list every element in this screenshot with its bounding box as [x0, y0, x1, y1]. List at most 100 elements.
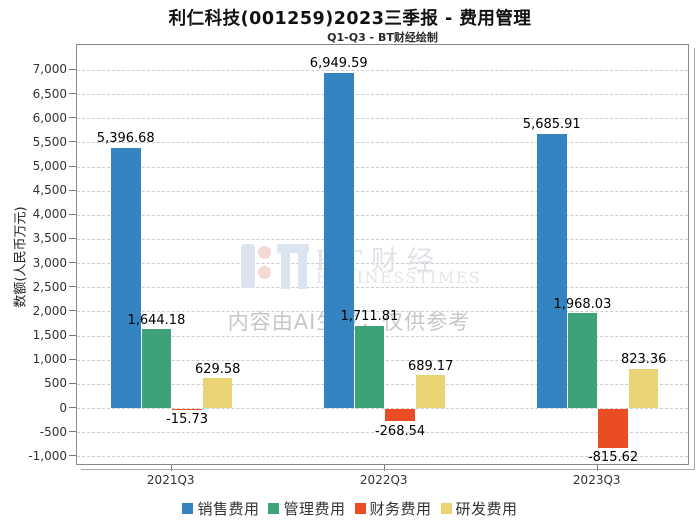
x-tick-label: 2023Q3 [572, 473, 621, 487]
bar-2023Q3-财务费用 [598, 408, 628, 448]
bar-value-label: 689.17 [407, 358, 454, 374]
gridline [77, 69, 688, 71]
bar-value-label: -15.73 [166, 412, 209, 427]
legend-label: 研发费用 [455, 499, 518, 518]
bt-logo-pi-icon [277, 244, 309, 253]
y-tick-label: 500 [44, 376, 67, 391]
legend-item-财务费用: 财务费用 [354, 498, 432, 519]
y-tick-mark [69, 358, 76, 360]
x-tick-mark [383, 465, 385, 471]
y-tick-mark [69, 189, 76, 191]
bar-2023Q3-管理费用 [567, 313, 598, 409]
bar-value-label: 6,949.59 [309, 56, 368, 72]
gridline [77, 142, 688, 144]
plot-area: BT财经 BUSINESSTIMES 内容由AI生成，仅供参考 5,396.68… [76, 44, 689, 465]
x-tick-label: 2021Q3 [146, 473, 195, 487]
y-tick-label: 1,000 [32, 352, 67, 367]
y-tick-mark [69, 262, 76, 264]
y-tick-mark [69, 310, 76, 312]
gridline [77, 263, 688, 265]
y-tick-mark [69, 407, 76, 408]
gridline [77, 190, 688, 192]
gridline [77, 94, 688, 96]
gridline [77, 287, 688, 289]
legend-label: 管理费用 [283, 499, 346, 518]
y-tick-label: -1,000 [28, 448, 67, 463]
bar-value-label: -815.62 [587, 450, 639, 465]
watermark-logo: BT财经 BUSINESSTIMES [237, 243, 537, 293]
x-tick-mark [596, 465, 598, 471]
bar-2022Q3-销售费用 [324, 72, 354, 409]
y-tick-mark [69, 68, 76, 70]
bt-logo-dot-icon [258, 246, 271, 259]
bt-logo-bar-icon [241, 244, 255, 288]
y-tick-mark [69, 334, 76, 336]
chart-title: 利仁科技(001259)2023三季报 - 费用管理 [168, 9, 532, 29]
y-tick-label: 0 [59, 400, 67, 415]
bar-2021Q3-财务费用 [172, 408, 202, 410]
y-tick-label: 5,500 [32, 134, 67, 149]
gridline [77, 118, 688, 120]
gridline [77, 238, 688, 240]
gridline [77, 456, 688, 458]
y-tick-mark [69, 382, 76, 384]
bar-2021Q3-销售费用 [111, 147, 141, 409]
y-tick-label: 4,500 [32, 183, 67, 198]
bt-logo-dot-icon [258, 266, 271, 279]
gridline [77, 432, 688, 434]
legend-item-研发费用: 研发费用 [440, 498, 518, 519]
watermark-brand-en: BUSINESSTIMES [316, 268, 482, 287]
gridline [77, 214, 688, 216]
bar-2021Q3-管理费用 [141, 329, 172, 409]
axis-shadow-bottom [81, 469, 695, 470]
bar-value-label: 823.36 [620, 352, 667, 368]
y-tick-label: 6,000 [32, 110, 67, 125]
y-tick-label: -500 [39, 424, 67, 439]
y-tick-label: 7,000 [32, 62, 67, 77]
axis-shadow-right [694, 48, 695, 470]
y-tick-mark [69, 286, 76, 288]
bar-2022Q3-财务费用 [385, 408, 415, 422]
legend-swatch-icon [354, 502, 366, 514]
bar-2023Q3-研发费用 [628, 368, 659, 409]
x-tick-label: 2022Q3 [359, 473, 408, 487]
y-tick-label: 4,000 [32, 207, 67, 222]
bt-logo-pi-icon [298, 253, 307, 289]
bt-logo-pi-icon [281, 253, 290, 289]
y-tick-label: 3,000 [32, 255, 67, 270]
bar-value-label: 629.58 [194, 361, 241, 377]
bar-value-label: 1,968.03 [553, 296, 612, 312]
y-tick-label: 5,000 [32, 159, 67, 173]
chart-subtitle: Q1-Q3 - BT财经绘制 [327, 31, 438, 44]
y-tick-mark [69, 431, 76, 433]
bar-value-label: 5,396.68 [96, 131, 155, 147]
legend-label: 财务费用 [369, 499, 432, 518]
y-tick-mark [69, 237, 76, 239]
y-tick-label: 2,500 [32, 279, 67, 294]
y-tick-label: 3,500 [32, 231, 67, 246]
legend-swatch-icon [182, 502, 194, 514]
legend-item-销售费用: 销售费用 [182, 498, 259, 519]
legend: 销售费用 管理费用 财务费用 研发费用 [0, 498, 700, 519]
y-tick-mark [69, 141, 76, 143]
gridline [77, 311, 688, 313]
y-tick-label: 2,000 [32, 303, 67, 318]
bar-2022Q3-管理费用 [354, 325, 385, 409]
y-tick-mark [69, 165, 76, 167]
legend-item-管理费用: 管理费用 [268, 498, 345, 519]
gridline [77, 166, 688, 168]
y-tick-label: 1,500 [32, 328, 67, 343]
bar-value-label: 1,644.18 [127, 312, 186, 328]
bar-2023Q3-销售费用 [537, 133, 567, 409]
bar-2021Q3-研发费用 [202, 378, 233, 409]
y-tick-mark [69, 117, 76, 119]
bar-value-label: 1,711.81 [340, 309, 399, 325]
y-tick-mark [69, 213, 76, 215]
bar-2022Q3-研发费用 [415, 375, 446, 409]
legend-swatch-icon [440, 502, 452, 514]
legend-label: 销售费用 [197, 499, 260, 518]
gridline [77, 408, 688, 409]
y-tick-label: 6,500 [32, 86, 67, 101]
y-tick-mark [69, 455, 76, 457]
